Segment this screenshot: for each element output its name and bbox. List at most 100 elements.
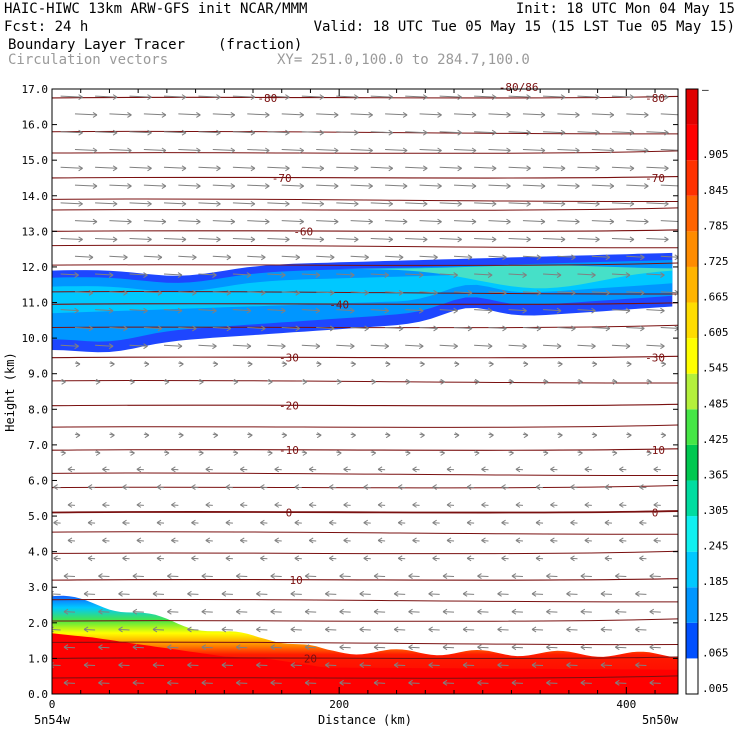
colorbar-label: .125 [702, 611, 729, 624]
vector-shaft [611, 309, 630, 312]
vector-head [61, 378, 66, 385]
vector-head [108, 272, 114, 278]
vector-head [240, 466, 245, 473]
vector-shaft [95, 237, 118, 240]
vector-shaft [626, 113, 649, 116]
vector-shaft [63, 646, 75, 649]
vector-head [333, 218, 339, 225]
vector-head [402, 147, 408, 154]
vector-shaft [225, 522, 233, 524]
vector-shaft [102, 504, 110, 506]
vector-shaft [281, 184, 304, 187]
vector-head [359, 626, 365, 633]
vector-shaft [201, 682, 213, 684]
vector-head [457, 236, 462, 243]
vector-head [625, 343, 631, 350]
vector-shaft [98, 682, 110, 684]
vector-head [157, 254, 163, 261]
vector-head [354, 200, 359, 207]
vector-head [605, 254, 611, 261]
vector-shaft [363, 486, 371, 489]
vector-shaft [660, 220, 678, 222]
colorbar-segment [686, 124, 698, 161]
vector-head [212, 272, 217, 278]
vector-head [339, 679, 344, 686]
temperature-contour--10 [52, 448, 678, 451]
vector-shaft [453, 149, 477, 151]
vector-shaft [611, 237, 634, 240]
vector-shaft [178, 255, 197, 258]
vector-head [78, 129, 83, 136]
vector-shaft [53, 557, 61, 560]
vector-shaft [270, 646, 282, 649]
vector-shaft [198, 309, 217, 312]
colorbar: .005 .065 .125 .185 .245 .305 .365 .425 .485 .545… [685, 83, 729, 695]
vector-head [546, 608, 551, 615]
vector-head [363, 555, 369, 562]
vector-head [78, 94, 83, 101]
vector-head [615, 573, 620, 579]
vector-head [639, 555, 644, 562]
vector-head [274, 537, 279, 544]
colorbar-label: .305 [702, 504, 729, 517]
vector-shaft [550, 539, 558, 542]
vector-head [102, 537, 107, 544]
vector-shaft [370, 237, 393, 240]
vector-shaft [532, 664, 544, 667]
vector-shaft [198, 273, 217, 276]
temperature-contour-line [52, 150, 678, 154]
vector-shaft [132, 575, 144, 578]
temperature-contour-line [52, 531, 678, 535]
vector-head [304, 608, 310, 615]
vector-shaft [474, 166, 497, 169]
vector-head [246, 307, 252, 314]
vector-head [67, 501, 73, 508]
colorbar-label: .365 [702, 468, 729, 481]
vector-shaft [109, 255, 128, 258]
vector-head [295, 325, 300, 332]
vector-head [540, 111, 546, 118]
vector-head [408, 573, 413, 579]
vector-head [53, 484, 58, 491]
vector-head [147, 94, 152, 101]
vector-shaft [474, 95, 497, 98]
vector-shaft [394, 628, 406, 631]
plot-area [52, 94, 678, 694]
vector-head [294, 555, 300, 562]
vector-shaft [178, 220, 201, 223]
vector-shaft [163, 95, 187, 98]
vector-shaft [156, 557, 165, 560]
vector-head [384, 307, 390, 314]
vector-shaft [236, 611, 248, 613]
contour-label: -80 [645, 92, 665, 105]
vector-head [221, 626, 227, 633]
vector-shaft [240, 504, 248, 506]
vector-head [122, 555, 127, 562]
vector-head [285, 94, 290, 101]
colorbar-segment [686, 302, 698, 339]
vector-shaft [171, 539, 179, 542]
vector-head [653, 537, 659, 544]
vector-shaft [325, 628, 337, 631]
vector-shaft [129, 273, 148, 276]
vector-head [240, 501, 245, 508]
vector-head [118, 590, 123, 597]
vector-head [171, 537, 176, 544]
vector-head [196, 111, 201, 118]
vector-head [192, 325, 197, 332]
vector-head [63, 573, 69, 579]
contour-label: -30 [279, 352, 299, 365]
vector-head [661, 361, 667, 367]
vector-shaft [232, 344, 251, 347]
vector-shaft [511, 646, 523, 649]
temperature-contour-line [52, 244, 678, 249]
vector-shaft [152, 628, 165, 631]
y-tick-label: 3.0 [28, 581, 48, 594]
vector-head [98, 573, 103, 579]
vector-shaft [109, 184, 132, 187]
vector-head [664, 165, 669, 172]
vector-head [230, 218, 236, 225]
vector-shaft [290, 593, 302, 595]
vector-shaft [477, 611, 489, 613]
vector-head [329, 254, 335, 261]
